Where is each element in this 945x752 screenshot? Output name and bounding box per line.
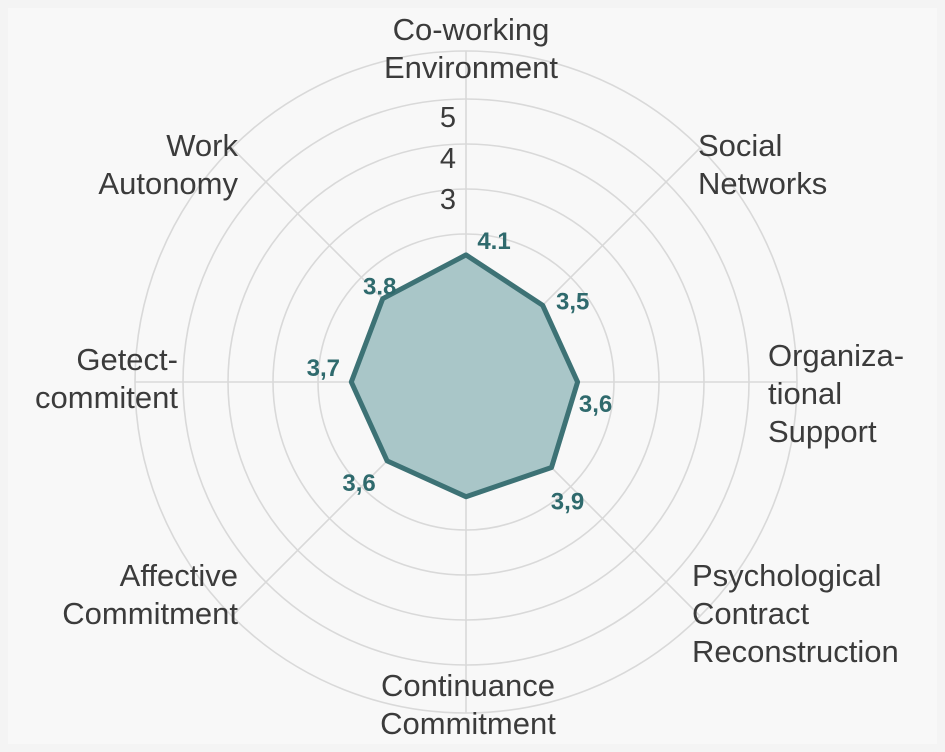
axis-label-line: tional [768,376,842,411]
r-tick-label: 4 [440,143,456,175]
axis-label-line: Commitment [380,706,556,741]
value-labels: 4.1 3,5 3,6 3,9 3,6 3,7 3.8 [307,228,613,516]
axis-label-line: Reconstruction [692,634,899,669]
radial-tick-labels: 3 4 5 [440,102,456,216]
axis-label-line: Networks [698,166,827,201]
axis-label-line: commitent [35,380,178,415]
axis-label-line: Social [698,128,782,163]
axis-label-line: Continuance [381,668,555,703]
axis-label-line: Commitment [62,596,238,631]
axis-label-line: Getect- [76,342,178,377]
value-label: 3,9 [551,488,584,515]
axis-label-line: Co-working [393,12,550,47]
axis-label-line: Autonomy [98,166,238,201]
axis-label-line: Organiza- [768,338,904,373]
axis-label-line: Support [768,414,877,449]
data-area-layer [348,252,581,500]
value-label: 3,6 [342,470,375,497]
axis-label-line: Psychological [692,558,882,593]
data-area [348,252,581,500]
r-tick-label: 3 [440,184,456,216]
axis-label-line: Contract [692,596,810,631]
axis-label-line: Work [166,128,238,163]
radar-chart: 3 4 5 4.1 3,5 3,6 3,9 3,6 3,7 3.8 Co-working Envi… [8,8,937,744]
value-label: 3,7 [307,355,340,382]
value-label: 4.1 [477,228,510,255]
axis-label-line: Affective [120,558,238,593]
value-label: 3,6 [579,391,612,418]
r-tick-label: 5 [440,102,456,134]
value-label: 3.8 [363,274,396,301]
axis-label: Getect-commitent [35,342,178,415]
radar-chart-svg: 3 4 5 4.1 3,5 3,6 3,9 3,6 3,7 3.8 Co-workingEnvi… [35,12,904,741]
value-label: 3,5 [556,288,589,315]
axis-label-line: Environment [384,50,558,85]
